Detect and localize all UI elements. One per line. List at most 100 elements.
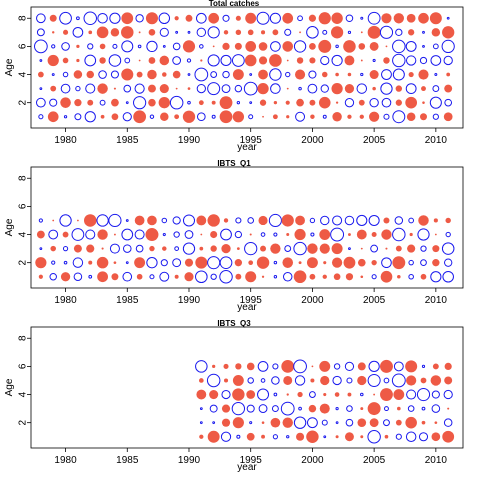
bubble-positive <box>358 99 365 106</box>
bubble-negative <box>421 364 426 368</box>
bubble-positive <box>360 435 364 439</box>
y-tick-label: 2 <box>18 419 29 425</box>
bubble-positive <box>212 364 216 369</box>
bubble-positive <box>296 98 304 107</box>
bubble-negative <box>345 14 354 23</box>
bubble-negative <box>332 215 343 226</box>
bubble-positive <box>357 258 366 267</box>
bubble-negative <box>195 270 208 284</box>
bubble-negative <box>367 373 381 388</box>
bubble-negative <box>432 113 439 120</box>
x-tick-label: 2010 <box>425 455 448 466</box>
bubble-positive <box>172 70 181 79</box>
bubble-negative <box>63 115 68 119</box>
bubble-negative <box>348 247 351 251</box>
bubble-positive <box>97 271 108 283</box>
bubble-positive <box>257 82 269 95</box>
x-tick-label: 2005 <box>363 455 386 466</box>
bubble-negative <box>332 375 342 386</box>
bubble-positive <box>76 58 80 63</box>
y-tick-label: 2 <box>18 99 29 105</box>
bubble-negative <box>123 84 132 93</box>
bubble-positive <box>307 243 318 254</box>
bubble-negative <box>268 213 282 228</box>
bubble-negative <box>422 45 425 48</box>
bubble-negative <box>379 25 394 39</box>
bubble-negative <box>306 26 319 39</box>
bubble-negative <box>97 12 108 24</box>
bubble-positive <box>392 256 406 270</box>
bubble-negative <box>430 55 442 66</box>
bubble-positive <box>247 29 254 36</box>
bubble-negative <box>405 40 417 52</box>
x-tick-label: 1990 <box>178 455 201 466</box>
bubble-negative <box>345 418 354 427</box>
bubble-negative <box>133 96 147 110</box>
bubble-negative <box>76 16 80 21</box>
bubble-negative <box>270 83 281 94</box>
y-tick-label: 4 <box>18 71 29 77</box>
x-tick-label: 1985 <box>116 455 139 466</box>
bubble-negative <box>392 227 406 242</box>
bubble-negative <box>320 84 329 93</box>
bubble-positive <box>73 244 82 253</box>
bubble-negative <box>392 53 406 68</box>
bubble-negative <box>249 421 253 425</box>
bubble-positive <box>447 407 450 410</box>
bubble-negative <box>432 85 440 93</box>
bubble-positive <box>297 391 303 398</box>
bubble-positive <box>345 273 354 281</box>
bubble-negative <box>381 97 392 108</box>
bubble-negative <box>441 242 455 255</box>
bubble-negative <box>283 272 293 282</box>
bubble-positive <box>97 229 108 240</box>
bubble-positive <box>160 112 169 121</box>
bubble-positive <box>211 100 216 105</box>
bubble-negative <box>269 68 282 81</box>
bubble-negative <box>419 56 428 65</box>
bubble-positive <box>37 71 44 78</box>
bubble-negative <box>149 114 155 119</box>
bubble-positive <box>360 31 363 34</box>
bubble-negative <box>346 377 353 384</box>
bubble-positive <box>295 69 306 80</box>
bubble-negative <box>209 404 218 413</box>
plot-frame <box>30 326 464 449</box>
bubble-negative <box>85 229 96 240</box>
bubble-positive <box>431 432 441 442</box>
bubble-positive <box>133 110 147 124</box>
bubble-negative <box>84 111 96 123</box>
bubble-positive <box>148 98 156 107</box>
bubble-positive <box>405 360 418 373</box>
bubble-positive <box>62 231 69 238</box>
bubble-negative <box>344 98 355 108</box>
bubble-negative <box>210 273 217 280</box>
y-axis-label: Age <box>4 58 15 76</box>
chart-panel-2: IBTS_Q1 1980 1985 1990 1995 2000 2005 2010 2 4 6 8 y… <box>4 159 464 313</box>
bubble-negative <box>199 407 203 411</box>
x-tick-label: 1985 <box>116 295 139 306</box>
bubble-positive <box>432 259 440 267</box>
bubble-positive <box>101 247 104 250</box>
bubble-positive <box>121 26 134 39</box>
bubble-positive <box>430 375 442 386</box>
bubble-positive <box>158 96 170 109</box>
bubble-negative <box>36 13 46 24</box>
bubble-negative <box>295 111 306 122</box>
bubble-negative <box>395 433 402 440</box>
bubble-negative <box>159 27 169 37</box>
bubble-negative <box>39 247 43 251</box>
bubble-positive <box>442 430 455 443</box>
bubble-negative <box>335 406 339 411</box>
x-tick-label: 1995 <box>240 455 263 466</box>
bubble-positive <box>38 274 43 279</box>
bubble-negative <box>293 416 307 429</box>
bubble-positive <box>223 378 229 383</box>
bubble-negative <box>187 100 191 105</box>
bubble-positive <box>149 245 155 252</box>
bubble-positive <box>261 421 265 424</box>
bubble-positive <box>273 101 278 105</box>
bubble-negative <box>39 87 43 90</box>
bubble-negative <box>169 95 184 110</box>
